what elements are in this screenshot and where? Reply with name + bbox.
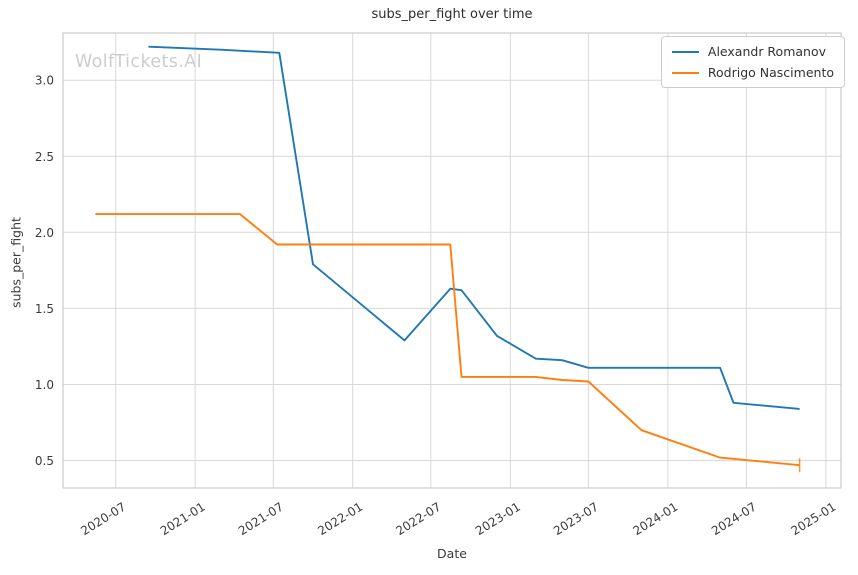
y-axis-label: subs_per_fight (8, 217, 24, 308)
y-tick-label: 2.5 (35, 150, 54, 164)
x-axis-label: Date (437, 546, 467, 561)
legend-item-alexandr-romanov: Alexandr Romanov (671, 44, 834, 59)
x-tick-label: 2021-01 (158, 500, 208, 538)
legend: Alexandr Romanov Rodrigo Nascimento (660, 36, 845, 88)
x-tick-label: 2020-07 (78, 500, 128, 538)
legend-line-swatch-rodrigo-nascimento (671, 71, 699, 74)
chart-title: subs_per_fight over time (371, 7, 533, 22)
legend-label-alexandr-romanov: Alexandr Romanov (707, 44, 827, 59)
x-tick-label: 2024-01 (631, 500, 681, 538)
x-tick-label: 2022-01 (315, 500, 365, 538)
y-tick-label: 3.0 (35, 74, 54, 88)
legend-label-rodrigo-nascimento: Rodrigo Nascimento (707, 65, 834, 80)
y-tick-label: 1.0 (35, 378, 54, 392)
x-tick-label: 2023-07 (551, 500, 601, 538)
y-tick-label: 2.0 (35, 226, 54, 240)
series-line-rodrigo-nascimento (95, 213, 800, 467)
x-tick-label: 2023-01 (473, 500, 523, 538)
x-tick-label: 2025-01 (789, 500, 839, 538)
x-tick-label: 2021-07 (236, 500, 286, 538)
x-tick-label: 2022-07 (393, 500, 443, 538)
x-tick-label: 2024-07 (709, 500, 759, 538)
series-line-alexandr-romanov (148, 45, 800, 410)
watermark-text: WolfTickets.AI (75, 52, 203, 72)
y-tick-label: 0.5 (35, 454, 54, 468)
plot-border (62, 32, 842, 489)
legend-line-swatch-alexandr-romanov (671, 50, 699, 53)
legend-item-rodrigo-nascimento: Rodrigo Nascimento (671, 65, 834, 80)
y-tick-label: 1.5 (35, 302, 54, 316)
